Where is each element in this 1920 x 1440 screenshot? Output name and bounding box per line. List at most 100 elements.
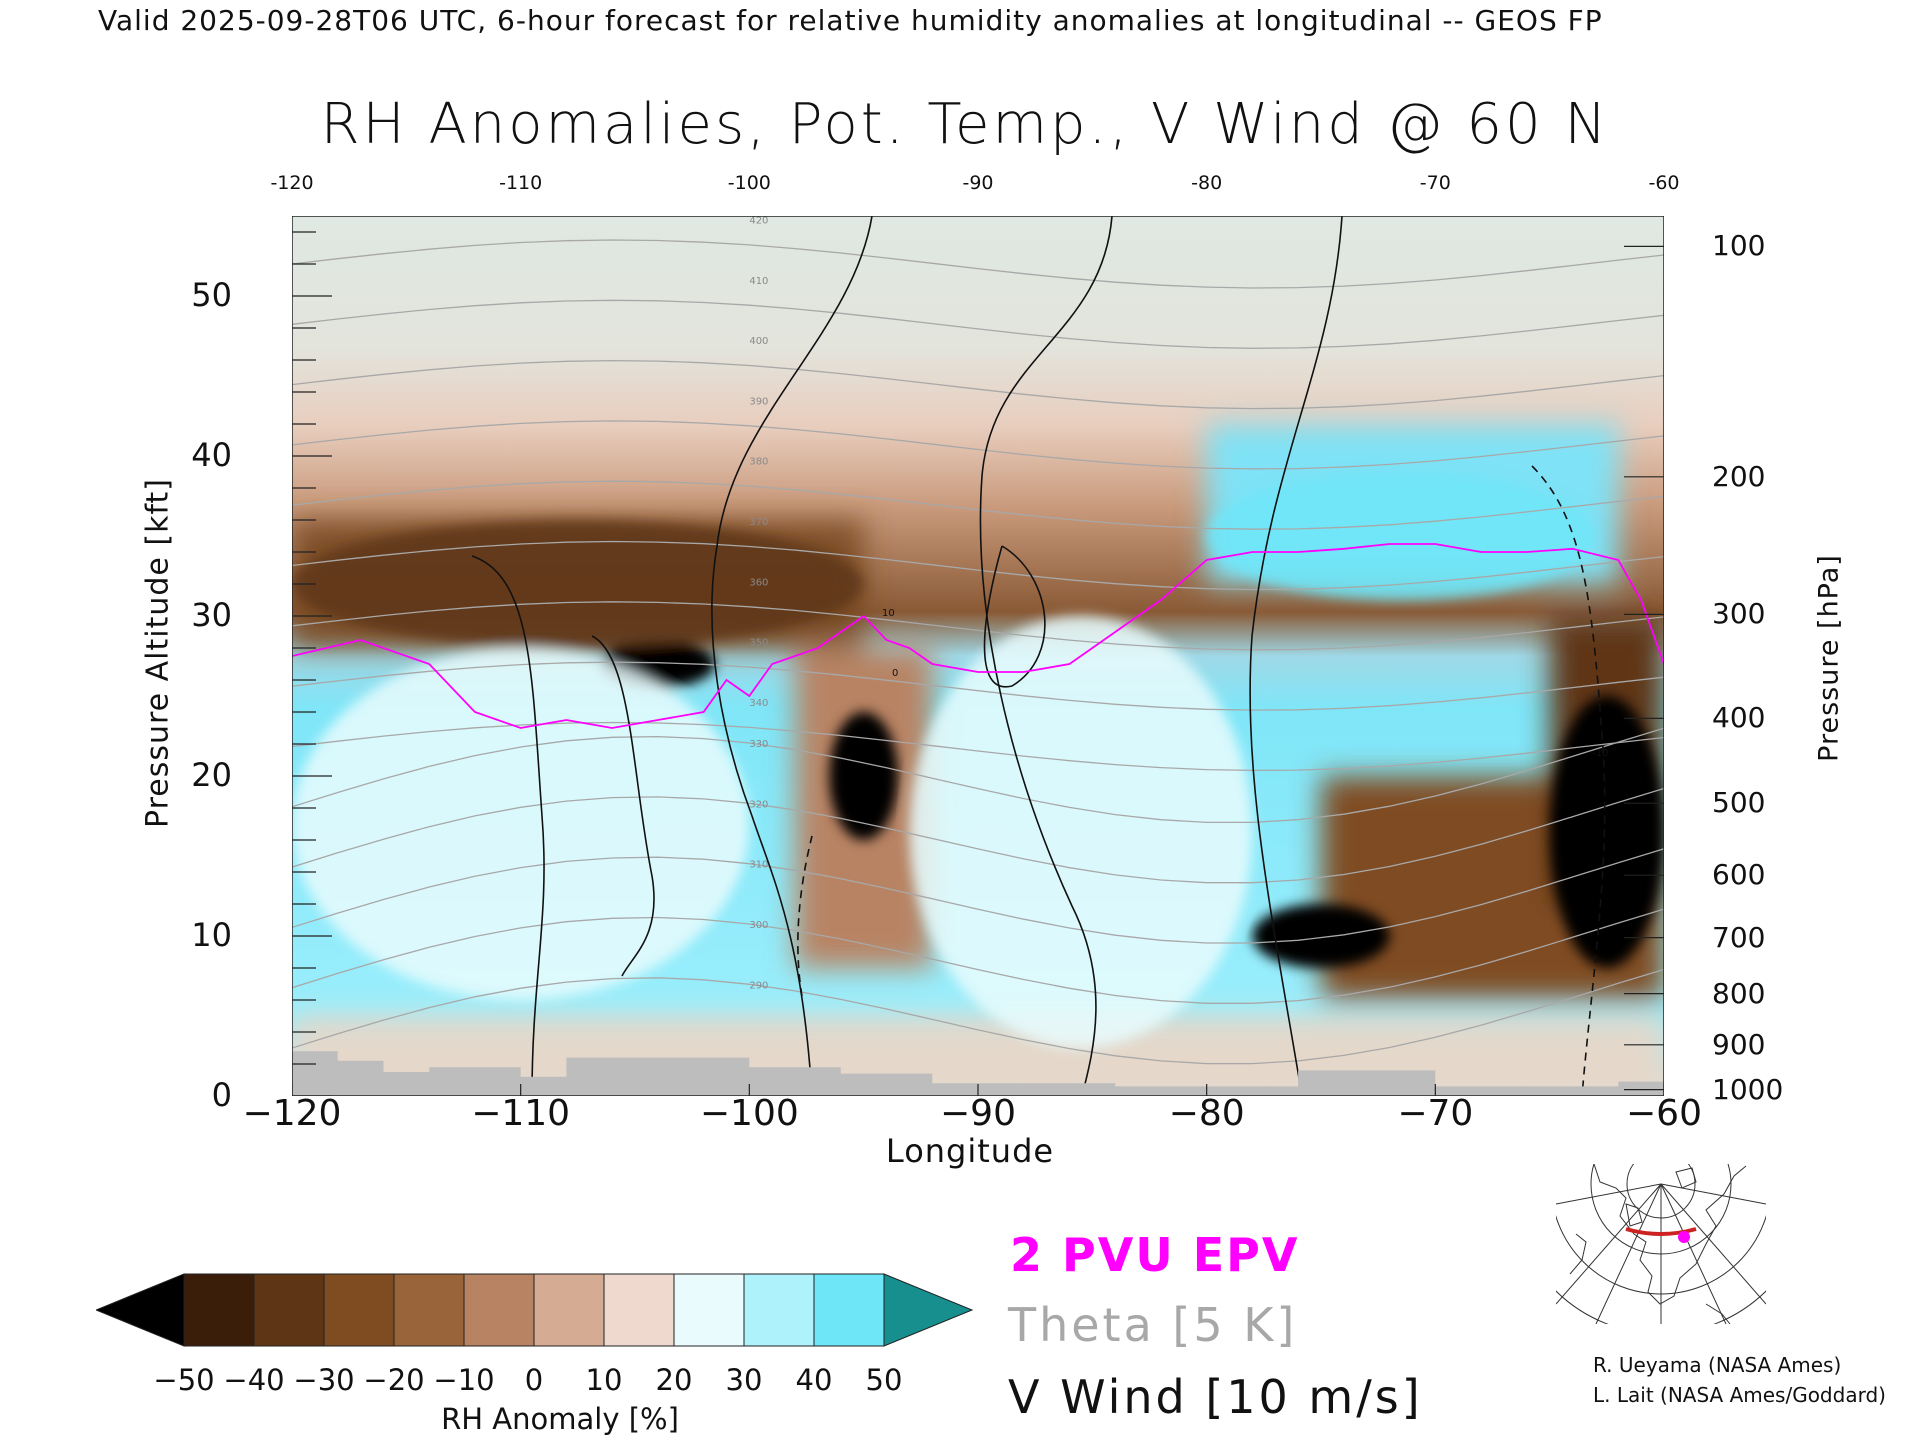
top-tick-label: -60 [1648,172,1680,194]
right-tick-label: 700 [1712,920,1766,954]
left-tick-label: 20 [191,756,232,794]
theta-contours: 290 300 310 320 330 340 350 360 370 380 390 400 410 4… [292,216,1664,1065]
theta-contour [292,359,1664,410]
theta-contour-label: 400 [749,336,768,347]
top-tick-label: -120 [270,172,314,194]
theta-contour [292,968,1664,1065]
colorbar-tick-label: 20 [655,1363,693,1397]
legend-vwind: V Wind [10 m/s] [1008,1370,1423,1424]
vwind-contour-negative [1531,465,1606,1096]
colorbar-over-triangle [883,1273,974,1347]
colorbar-segment [253,1273,325,1347]
colorbar-segment [533,1273,605,1347]
colorbar-tick-label: −40 [223,1363,285,1397]
theta-contour [292,727,1664,824]
anomaly-region [1206,472,1596,600]
theta-contour [292,661,1664,711]
theta-contour-label: 420 [749,216,768,226]
left-tick-label: 0 [211,1076,232,1114]
right-tick-label: 400 [1712,701,1766,735]
anomaly-region [1549,696,1664,968]
valid-time-header: Valid 2025-09-28T06 UTC, 6-hour forecast… [98,4,1603,37]
colorbar-segment [673,1273,745,1347]
bottom-tick-label: −80 [1168,1093,1245,1134]
theta-contour-label: 390 [749,396,768,407]
top-tick-label: -70 [1419,172,1451,194]
anomaly-region [292,520,864,648]
colorbar-segment [463,1273,535,1347]
theta-contour [292,540,1664,591]
left-tick-label: 40 [191,436,232,474]
colorbar-segment [603,1273,675,1347]
terrain-mask [292,1051,1664,1096]
colorbar-tick-label: 40 [795,1363,833,1397]
y-axis-label-left: Pressure Altitude [kft] [140,478,176,828]
theta-contour [292,480,1664,530]
theta-contour [292,420,1664,470]
theta-contour [292,908,1664,1004]
right-tick-label: 600 [1712,858,1766,892]
bottom-tick-label: −120 [242,1093,342,1134]
right-tick-label: 900 [1712,1027,1766,1061]
theta-contour-label: 360 [749,577,768,588]
globe-map-icon [1556,1164,1766,1324]
bottom-tick-label: −100 [699,1093,799,1134]
anomaly-region [909,616,1253,1048]
colorbar-tick-label: −30 [293,1363,355,1397]
vwind-contour-negative [797,835,813,997]
colorbar [96,1273,974,1347]
rh-anomaly-field [292,216,1664,1096]
colorbar-segment [323,1273,395,1347]
vwind-contour [1249,216,1343,1096]
vwind-contour [711,216,873,1096]
theta-contour-label: 290 [749,980,768,991]
theta-contour [292,848,1664,944]
epv-contour [292,543,1664,729]
colorbar-tick-label: −50 [153,1363,215,1397]
colorbar-segment [813,1273,885,1347]
anomaly-region [829,712,898,840]
epv-2pvu-contour [292,543,1664,729]
theta-contour-label: 340 [749,698,768,709]
plot-area: 290 300 310 320 330 340 350 360 370 380 390 400 410 4… [292,216,1664,1096]
theta-contour [292,787,1664,884]
colorbar-tick-label: 50 [865,1363,903,1397]
bottom-tick-label: −110 [471,1093,571,1134]
credit-line-1: R. Ueyama (NASA Ames) [1593,1353,1842,1377]
theta-contour-label: 330 [749,739,768,750]
left-tick-label: 10 [191,916,232,954]
colorbar-segment [183,1273,255,1347]
axis-tick-marks [292,231,1664,1096]
vwind-contour [591,635,655,977]
right-tick-label: 1000 [1712,1072,1784,1106]
vwind-contour-label: 0 [892,668,898,679]
colorbar-tick-label: 0 [524,1363,544,1397]
right-tick-label: 100 [1712,229,1766,263]
vwind-contours: -10 0 10 [471,216,1608,1096]
theta-contour [292,239,1664,289]
theta-contour-label: 300 [749,920,768,931]
x-axis-label: Longitude [885,1132,1055,1170]
credit-line-2: L. Lait (NASA Ames/Goddard) [1593,1383,1886,1407]
vwind-contour-label: 10 [882,608,895,619]
theta-contour-label: 310 [749,860,768,871]
vwind-contour [471,555,545,1096]
vwind-contour [979,216,1113,1096]
colorbar-tick-label: 30 [725,1363,763,1397]
top-tick-label: -100 [727,172,771,194]
colorbar-label: RH Anomaly [%] [441,1402,679,1436]
legend-theta: Theta [5 K] [1008,1298,1298,1352]
bottom-tick-label: −90 [940,1093,1016,1134]
anomaly-region [292,648,750,1000]
colorbar-tick-label: 10 [585,1363,623,1397]
chart-title: RH Anomalies, Pot. Temp., V Wind @ 60 N [320,92,1610,157]
colorbar-segment [743,1273,815,1347]
anomaly-region [1252,904,1390,968]
theta-contour [292,721,1664,772]
bottom-tick-label: −70 [1397,1093,1474,1134]
theta-contour [292,299,1664,349]
colorbar-tick-label: −20 [363,1363,425,1397]
vwind-contour [983,545,1046,688]
y-axis-label-right: Pressure [hPa] [1813,554,1845,762]
theta-contour-label: 350 [749,638,768,649]
